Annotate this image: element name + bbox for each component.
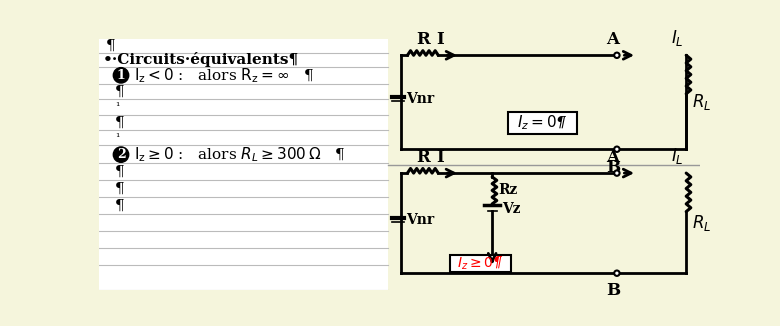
Text: $\mathrm{I_z} \geq 0$ :   alors $\boldsymbol{R_L} \geq 300\,\Omega$   ¶: $\mathrm{I_z} \geq 0$ : alors $\boldsymb… [134,145,345,164]
Bar [508,112,577,134]
Text: ¶: ¶ [115,199,125,213]
Text: $\mathit{I_z \geq 0}$¶: $\mathit{I_z \geq 0}$¶ [457,255,504,272]
Text: I: I [437,149,445,166]
Text: A: A [607,31,619,48]
Text: R: R [416,31,430,48]
Text: ¹: ¹ [115,102,119,112]
Text: R: R [416,149,430,166]
Circle shape [614,52,619,58]
Circle shape [614,170,619,176]
Text: Vnr: Vnr [406,92,434,106]
Text: Rz: Rz [498,184,518,198]
Circle shape [614,271,619,276]
Text: $\mathit{I_z = 0}$¶: $\mathit{I_z = 0}$¶ [516,114,568,132]
Text: I: I [437,31,445,48]
Text: ¶: ¶ [115,165,125,179]
Text: $R_L$: $R_L$ [692,92,711,112]
Text: ¶: ¶ [115,182,125,196]
Circle shape [113,147,129,162]
Text: 2: 2 [117,148,126,161]
Text: B: B [606,159,620,176]
Text: ¶: ¶ [115,84,125,98]
Text: B: B [606,282,620,300]
Text: ¹: ¹ [115,133,119,143]
Bar [100,39,388,290]
Circle shape [614,146,619,152]
Text: 1: 1 [117,69,126,82]
Text: ¶: ¶ [105,39,115,53]
Text: Vnr: Vnr [406,213,434,227]
Bar [450,255,512,272]
Text: Vz: Vz [502,201,521,215]
Circle shape [113,67,129,83]
Text: $R_L$: $R_L$ [692,213,711,233]
Text: ¶: ¶ [115,115,125,129]
Text: A: A [607,149,619,166]
Text: $\mathrm{I_z} < 0$ :   alors $\mathrm{R_z} = \infty$   ¶: $\mathrm{I_z} < 0$ : alors $\mathrm{R_z}… [134,66,314,85]
Text: $I_L$: $I_L$ [671,146,683,166]
Text: $I_L$: $I_L$ [671,28,683,48]
Bar [388,39,700,290]
Text: •·Circuits·équivalents¶: •·Circuits·équivalents¶ [102,52,299,67]
